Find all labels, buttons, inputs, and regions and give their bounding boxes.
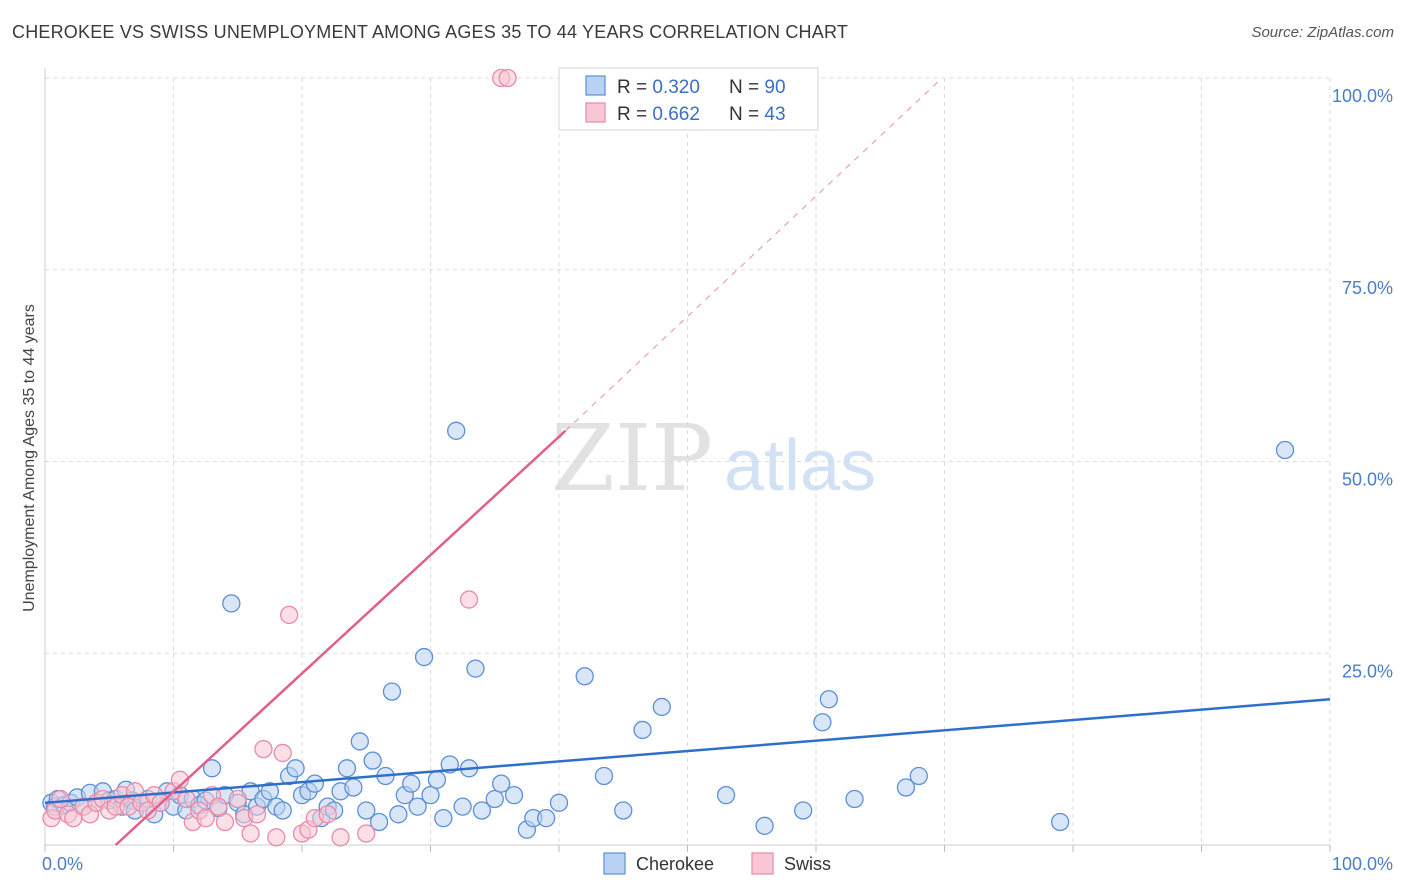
- bottom-legend-label-swiss: Swiss: [784, 854, 831, 874]
- cherokee-point: [447, 421, 466, 440]
- cherokee-point: [652, 697, 671, 717]
- cherokee-point: [434, 809, 453, 828]
- cherokee-point: [716, 785, 736, 805]
- legend-row-n: N = 90: [729, 77, 786, 98]
- cherokee-point: [896, 778, 916, 797]
- legend-r-value: 0.320: [652, 77, 700, 98]
- cherokee-point: [575, 667, 594, 686]
- cherokee-point: [537, 809, 556, 828]
- watermark-atlas: atlas: [724, 426, 876, 506]
- chart-title: CHEROKEE VS SWISS UNEMPLOYMENT AMONG AGE…: [12, 22, 849, 42]
- swiss-point: [51, 789, 70, 809]
- swiss-point: [318, 805, 337, 824]
- cherokee-point: [909, 766, 928, 786]
- cherokee-point: [421, 785, 440, 805]
- y-tick-label: 75.0%: [1342, 278, 1393, 298]
- source-note: Source: ZipAtlas.com: [1251, 24, 1394, 41]
- cherokee-point: [485, 789, 504, 809]
- cherokee-point: [504, 785, 524, 805]
- trend-lines: [44, 81, 1331, 846]
- cherokee-point: [549, 793, 569, 812]
- swiss-point: [196, 809, 215, 828]
- axis-ticks: 25.0% 50.0% 75.0% 100.0% 0.0% 100.0%: [42, 86, 1393, 874]
- cherokee-point: [453, 797, 472, 816]
- legend-n-value: 90: [764, 77, 785, 98]
- y-tick-label: 100.0%: [1332, 86, 1393, 106]
- cherokee-point: [1051, 812, 1070, 832]
- watermark-zip: ZIP: [551, 405, 713, 512]
- legend-n-value: 43: [764, 104, 785, 125]
- cherokee-point: [357, 801, 376, 820]
- cherokee-point: [363, 751, 382, 770]
- cherokee-point: [472, 801, 492, 820]
- cherokee-point: [755, 816, 774, 835]
- cherokee-point: [427, 770, 447, 789]
- swiss-point: [247, 805, 267, 824]
- swiss-point: [254, 739, 273, 759]
- y-tick-label: 50.0%: [1342, 470, 1393, 490]
- cherokee-point: [369, 812, 389, 832]
- cherokee-point: [594, 766, 614, 786]
- legend-swatch-cherokee: [585, 75, 606, 96]
- legend-row: R = 0.320: [617, 77, 700, 98]
- legend-n-label: N =: [729, 104, 764, 125]
- cherokee-point: [408, 797, 427, 816]
- cherokee-point: [819, 690, 838, 709]
- swiss-point: [331, 828, 350, 847]
- cherokee-point: [273, 801, 292, 820]
- swiss-point: [228, 789, 247, 809]
- swiss-point: [209, 797, 228, 816]
- swiss-point: [498, 68, 517, 88]
- cherokee-point: [260, 782, 280, 801]
- legend-row: R = 0.662: [617, 104, 700, 125]
- cherokee-point: [492, 774, 511, 793]
- cherokee-point: [414, 647, 434, 667]
- cherokee-point: [402, 774, 421, 793]
- legend-r-label: R =: [617, 104, 652, 125]
- cherokee-point: [614, 801, 633, 820]
- cherokee-point: [794, 801, 813, 820]
- x-tick-label: 100.0%: [1332, 854, 1393, 874]
- cherokee-point: [382, 682, 402, 701]
- swiss-trend-extension: [565, 81, 939, 432]
- bottom-legend-swatch-swiss: [751, 852, 774, 875]
- cherokee-point: [222, 594, 241, 613]
- bottom-legend-swatch-cherokee: [603, 852, 626, 875]
- cherokee-point: [845, 789, 864, 809]
- cherokee-point: [466, 659, 485, 678]
- scatter-points: [42, 68, 1295, 847]
- swiss-point: [459, 590, 479, 609]
- cherokee-point: [202, 759, 222, 778]
- cherokee-point: [344, 778, 363, 797]
- swiss-point: [279, 605, 299, 625]
- swiss-point: [273, 743, 292, 763]
- legend: R = 0.320 N = 90 R = 0.662 N = 43: [558, 67, 819, 131]
- bottom-legend: Cherokee Swiss: [603, 852, 831, 875]
- swiss-trend-line: [114, 429, 567, 846]
- swiss-point: [357, 824, 376, 843]
- cherokee-point: [350, 732, 369, 751]
- watermark: ZIP atlas: [551, 405, 876, 512]
- bottom-legend-label-cherokee: Cherokee: [636, 854, 714, 874]
- swiss-point: [267, 828, 286, 847]
- legend-row-n: N = 43: [729, 104, 786, 125]
- cherokee-point: [389, 805, 408, 824]
- legend-r-label: R =: [617, 77, 652, 98]
- cherokee-point: [305, 774, 325, 793]
- cherokee-point: [286, 759, 305, 778]
- legend-r-value: 0.662: [652, 104, 700, 125]
- cherokee-point: [1275, 440, 1295, 460]
- x-tick-label: 0.0%: [42, 854, 83, 874]
- swiss-point: [215, 812, 235, 832]
- legend-n-label: N =: [729, 77, 764, 98]
- swiss-point: [241, 824, 260, 843]
- legend-swatch-swiss: [585, 102, 606, 123]
- cherokee-point: [813, 713, 832, 732]
- cherokee-point: [633, 720, 652, 740]
- swiss-point: [170, 770, 190, 789]
- cherokee-point: [337, 759, 357, 778]
- cherokee-trend-line: [44, 698, 1331, 805]
- y-tick-label: 25.0%: [1342, 661, 1393, 681]
